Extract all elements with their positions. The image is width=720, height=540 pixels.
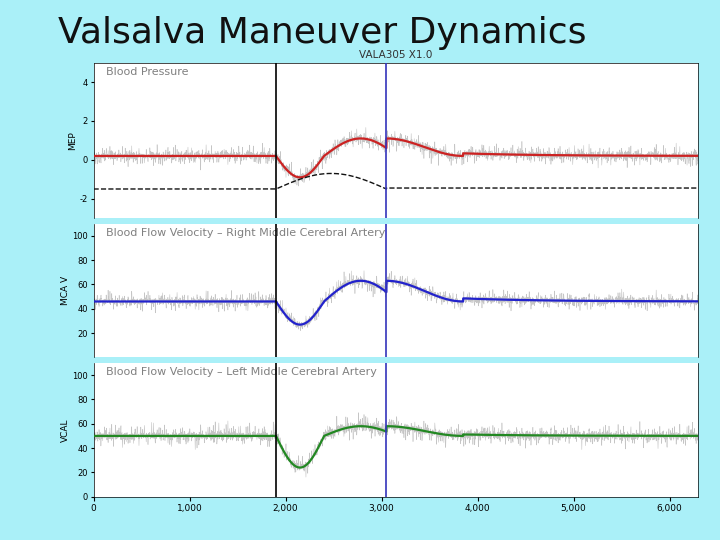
Text: Blood Flow Velocity – Right Middle Cerebral Artery: Blood Flow Velocity – Right Middle Cereb… bbox=[106, 227, 385, 238]
Y-axis label: MEP: MEP bbox=[68, 131, 77, 150]
Y-axis label: VCAL: VCAL bbox=[60, 418, 70, 442]
Text: Blood Flow Velocity – Left Middle Cerebral Artery: Blood Flow Velocity – Left Middle Cerebr… bbox=[106, 367, 377, 377]
Text: Valsalva Maneuver Dynamics: Valsalva Maneuver Dynamics bbox=[58, 16, 586, 50]
Text: Blood Pressure: Blood Pressure bbox=[106, 68, 188, 77]
Y-axis label: MCA V: MCA V bbox=[60, 276, 70, 305]
Title: VALA305 X1.0: VALA305 X1.0 bbox=[359, 50, 433, 60]
